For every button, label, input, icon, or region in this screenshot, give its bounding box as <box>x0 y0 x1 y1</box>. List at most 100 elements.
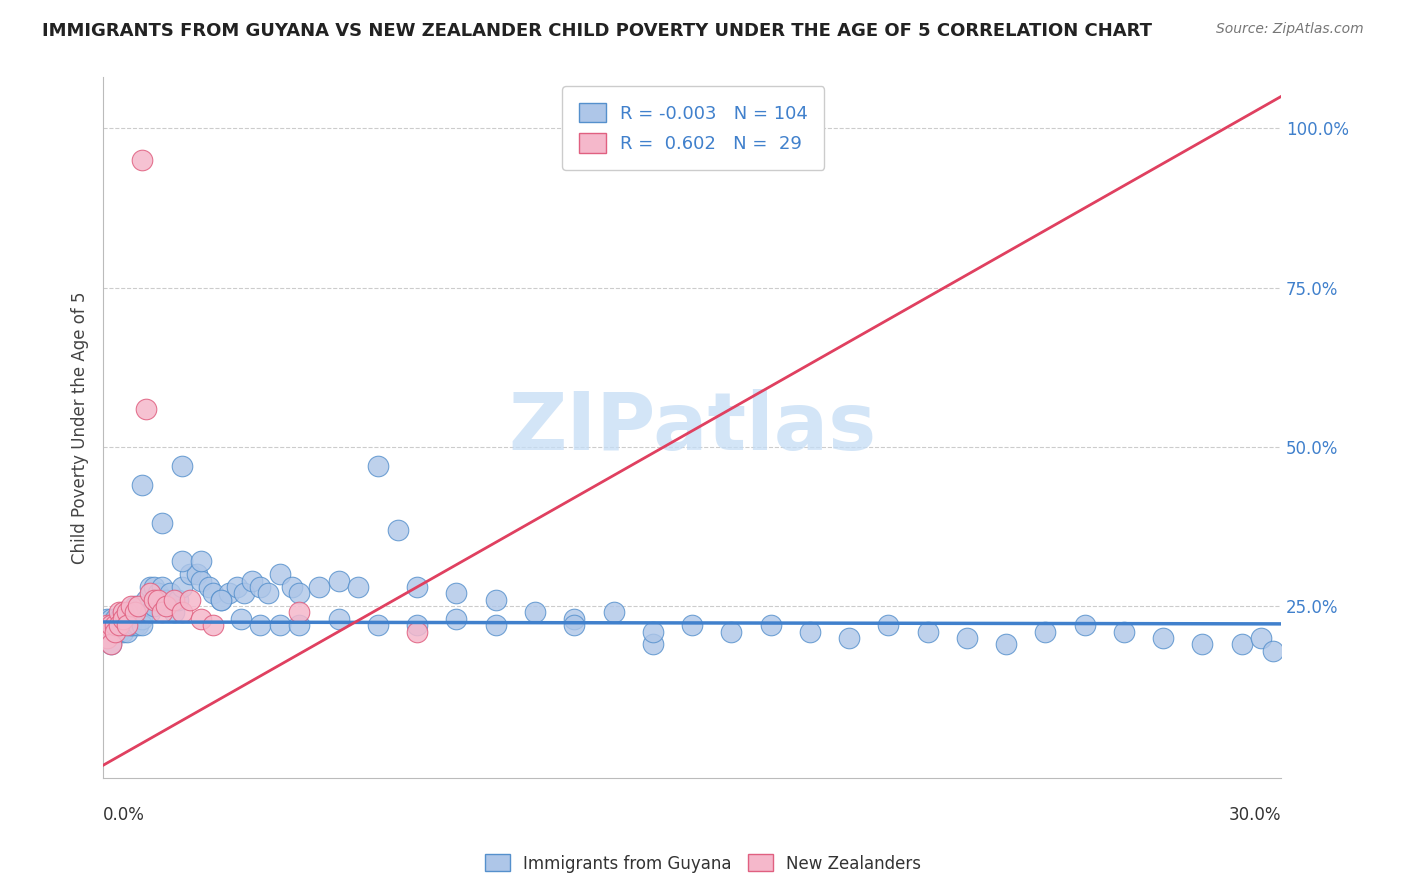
Point <box>131 599 153 613</box>
Point <box>720 624 742 639</box>
Point <box>406 618 429 632</box>
Point <box>143 580 166 594</box>
Point <box>131 153 153 168</box>
Point <box>146 586 169 600</box>
Y-axis label: Child Poverty Under the Age of 5: Child Poverty Under the Age of 5 <box>72 292 89 564</box>
Point <box>127 606 149 620</box>
Point <box>104 624 127 639</box>
Point <box>143 599 166 613</box>
Point <box>190 554 212 568</box>
Point <box>446 586 468 600</box>
Point <box>179 567 201 582</box>
Point <box>108 612 131 626</box>
Point <box>956 631 979 645</box>
Point <box>163 592 186 607</box>
Point <box>100 637 122 651</box>
Point <box>155 592 177 607</box>
Point <box>115 618 138 632</box>
Point <box>124 606 146 620</box>
Point <box>917 624 939 639</box>
Point <box>190 574 212 588</box>
Point <box>288 586 311 600</box>
Point <box>524 606 547 620</box>
Point <box>124 606 146 620</box>
Point <box>406 624 429 639</box>
Point <box>1250 631 1272 645</box>
Point <box>288 618 311 632</box>
Point <box>249 618 271 632</box>
Point <box>202 586 225 600</box>
Point <box>1035 624 1057 639</box>
Point <box>202 618 225 632</box>
Point <box>170 580 193 594</box>
Point <box>170 458 193 473</box>
Point <box>115 606 138 620</box>
Point <box>163 606 186 620</box>
Point <box>127 618 149 632</box>
Point <box>120 618 142 632</box>
Point <box>1261 643 1284 657</box>
Point <box>131 478 153 492</box>
Point <box>387 523 409 537</box>
Point <box>150 592 173 607</box>
Point <box>233 586 256 600</box>
Point <box>1191 637 1213 651</box>
Point <box>328 574 350 588</box>
Point <box>288 606 311 620</box>
Point <box>111 612 134 626</box>
Point <box>166 592 188 607</box>
Point <box>602 606 624 620</box>
Text: 30.0%: 30.0% <box>1229 806 1281 824</box>
Point <box>104 612 127 626</box>
Point <box>877 618 900 632</box>
Point <box>1152 631 1174 645</box>
Point <box>229 612 252 626</box>
Text: ZIPatlas: ZIPatlas <box>508 389 876 467</box>
Point <box>120 606 142 620</box>
Point <box>328 612 350 626</box>
Point <box>108 624 131 639</box>
Point <box>446 612 468 626</box>
Point <box>124 618 146 632</box>
Point <box>115 624 138 639</box>
Point <box>759 618 782 632</box>
Point <box>100 618 122 632</box>
Point <box>347 580 370 594</box>
Point <box>111 618 134 632</box>
Point <box>120 599 142 613</box>
Point <box>641 637 664 651</box>
Point <box>115 618 138 632</box>
Point <box>209 592 232 607</box>
Text: 0.0%: 0.0% <box>103 806 145 824</box>
Point <box>367 618 389 632</box>
Point <box>96 618 118 632</box>
Point <box>150 516 173 531</box>
Point <box>108 618 131 632</box>
Point <box>1230 637 1253 651</box>
Point <box>96 618 118 632</box>
Point <box>209 592 232 607</box>
Point <box>100 624 122 639</box>
Point <box>218 586 240 600</box>
Point <box>269 618 291 632</box>
Point <box>96 631 118 645</box>
Point <box>249 580 271 594</box>
Point <box>139 586 162 600</box>
Text: IMMIGRANTS FROM GUYANA VS NEW ZEALANDER CHILD POVERTY UNDER THE AGE OF 5 CORRELA: IMMIGRANTS FROM GUYANA VS NEW ZEALANDER … <box>42 22 1152 40</box>
Point <box>146 592 169 607</box>
Point <box>641 624 664 639</box>
Point <box>96 612 118 626</box>
Point <box>1073 618 1095 632</box>
Point <box>485 618 508 632</box>
Point <box>139 580 162 594</box>
Point <box>100 618 122 632</box>
Point <box>367 458 389 473</box>
Point <box>111 624 134 639</box>
Point <box>111 606 134 620</box>
Point <box>186 567 208 582</box>
Point <box>104 624 127 639</box>
Point <box>280 580 302 594</box>
Text: Source: ZipAtlas.com: Source: ZipAtlas.com <box>1216 22 1364 37</box>
Point <box>838 631 860 645</box>
Point <box>104 618 127 632</box>
